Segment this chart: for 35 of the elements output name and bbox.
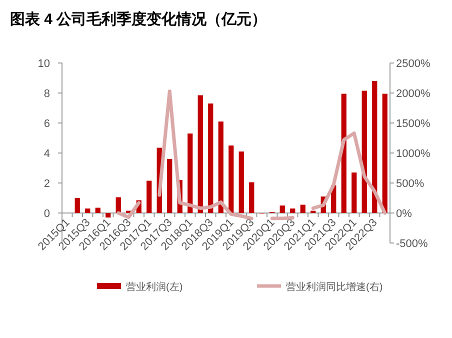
bar — [249, 182, 254, 213]
bar — [208, 104, 214, 213]
bar — [106, 213, 111, 218]
bar — [95, 208, 100, 213]
bar — [228, 146, 234, 213]
legend-label: 营业利润(左) — [126, 281, 183, 293]
y2-tick-label: -500% — [396, 238, 428, 250]
bar — [372, 81, 378, 213]
chart-title: 图表 4 公司毛利季度变化情况（亿元） — [10, 10, 267, 28]
y-tick-label: 0 — [44, 208, 50, 220]
y2-tick-label: 1500% — [396, 118, 430, 130]
bar — [352, 172, 357, 213]
bar — [280, 206, 285, 213]
y2-tick-label: 0% — [396, 208, 412, 220]
y-tick-label: 8 — [44, 88, 50, 100]
bar — [290, 208, 296, 213]
y-tick-label: 6 — [44, 118, 50, 130]
bar — [218, 122, 224, 213]
bar — [85, 208, 90, 213]
bar — [167, 159, 172, 213]
y2-tick-label: 2000% — [396, 88, 430, 100]
y2-tick-label: 1000% — [396, 148, 430, 160]
y-tick-label: 4 — [44, 148, 50, 160]
y-tick-label: 10 — [38, 58, 50, 70]
y2-tick-label: 2500% — [396, 58, 430, 70]
bar — [382, 94, 388, 213]
bar — [74, 198, 80, 213]
bar — [238, 152, 244, 213]
bar — [300, 204, 306, 213]
y-tick-label: 2 — [44, 178, 50, 190]
legend-label: 营业利润同比增速(右) — [286, 281, 383, 293]
y2-tick-label: 500% — [396, 178, 424, 190]
bar — [198, 95, 203, 213]
bar — [188, 134, 193, 213]
bar — [146, 180, 152, 213]
